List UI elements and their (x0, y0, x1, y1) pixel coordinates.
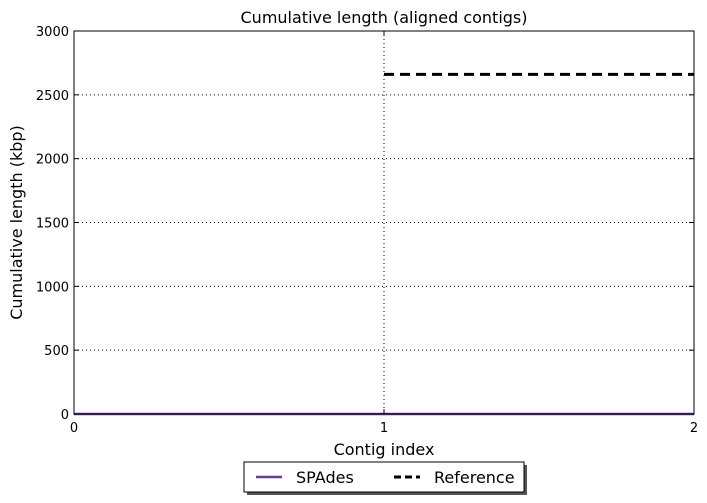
legend: SPAdes Reference (243, 461, 527, 495)
legend-box (243, 461, 525, 493)
chart-title: Cumulative length (aligned contigs) (241, 8, 528, 27)
grid-lines (74, 31, 694, 414)
axis-ticks: 0 500 1000 1500 2000 2500 3000 0 1 2 (36, 25, 698, 436)
y-tick-label: 1500 (36, 217, 69, 232)
legend-label-reference: Reference (434, 468, 515, 487)
y-tick-label: 500 (44, 344, 69, 359)
y-tick-label: 1000 (36, 280, 69, 295)
x-tick-label: 1 (380, 421, 388, 436)
y-tick-label: 2000 (36, 153, 69, 168)
y-axis-label: Cumulative length (kbp) (7, 125, 26, 320)
x-tick-label: 2 (690, 421, 698, 436)
y-tick-label: 3000 (36, 25, 69, 40)
y-tick-label: 2500 (36, 89, 69, 104)
x-axis-label: Contig index (334, 440, 435, 459)
y-tick-label: 0 (61, 408, 69, 423)
legend-label-spades: SPAdes (296, 468, 354, 487)
x-tick-label: 0 (70, 421, 78, 436)
